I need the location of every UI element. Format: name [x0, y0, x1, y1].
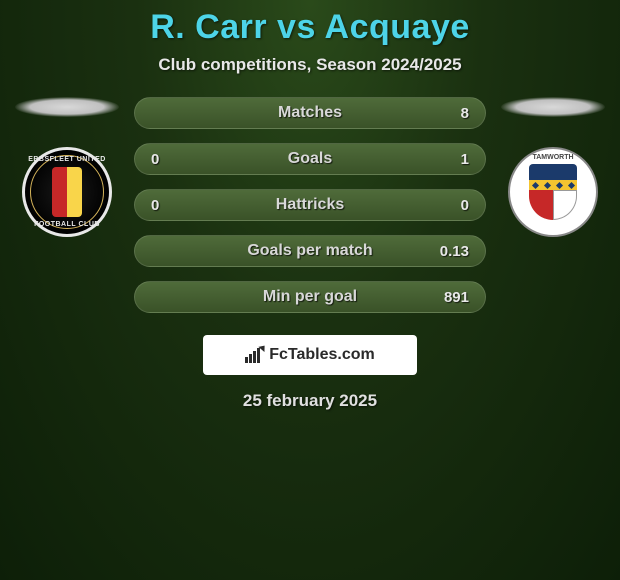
stat-right-value: 1	[437, 151, 469, 168]
stat-label: Goals	[288, 150, 332, 168]
stat-row-mpg: Min per goal 891	[134, 281, 486, 313]
player-placeholder-left	[15, 97, 119, 117]
stat-row-goals: 0 Goals 1	[134, 143, 486, 175]
stat-right-value: 0	[437, 197, 469, 214]
stat-label: Goals per match	[247, 242, 372, 260]
stat-row-gpm: Goals per match 0.13	[134, 235, 486, 267]
stat-row-hattricks: 0 Hattricks 0	[134, 189, 486, 221]
left-player-col: EBBSFLEET UNITED FOOTBALL CLUB	[14, 97, 120, 237]
badge-top-text: TAMWORTH	[532, 154, 573, 161]
badge-top-text: EBBSFLEET UNITED	[28, 156, 106, 163]
branding-link[interactable]: FcTables.com	[203, 335, 417, 375]
stat-label: Matches	[278, 104, 342, 122]
branding-text: FcTables.com	[269, 346, 375, 364]
stat-left-value: 0	[151, 197, 183, 214]
stat-label: Min per goal	[263, 288, 357, 306]
left-club-badge: EBBSFLEET UNITED FOOTBALL CLUB	[22, 147, 112, 237]
page-title: R. Carr vs Acquaye	[0, 8, 620, 47]
comparison-card: R. Carr vs Acquaye Club competitions, Se…	[0, 0, 620, 411]
stat-left-value: 0	[151, 151, 183, 168]
player-placeholder-right	[501, 97, 605, 117]
stat-row-matches: Matches 8	[134, 97, 486, 129]
right-club-badge: TAMWORTH	[508, 147, 598, 237]
stat-right-value: 0.13	[437, 243, 469, 260]
stats-column: Matches 8 0 Goals 1 0 Hattricks 0 Goals …	[134, 97, 486, 313]
main-row: EBBSFLEET UNITED FOOTBALL CLUB Matches 8…	[0, 97, 620, 313]
badge-stripe-icon	[52, 167, 82, 217]
badge-bottom-text: FOOTBALL CLUB	[34, 221, 100, 228]
badge-shield-icon	[529, 164, 577, 220]
stat-right-value: 891	[437, 289, 469, 306]
bar-chart-icon	[245, 347, 265, 363]
right-player-col: TAMWORTH	[500, 97, 606, 237]
date-label: 25 february 2025	[0, 391, 620, 411]
page-subtitle: Club competitions, Season 2024/2025	[0, 55, 620, 75]
stat-label: Hattricks	[276, 196, 344, 214]
stat-right-value: 8	[437, 105, 469, 122]
